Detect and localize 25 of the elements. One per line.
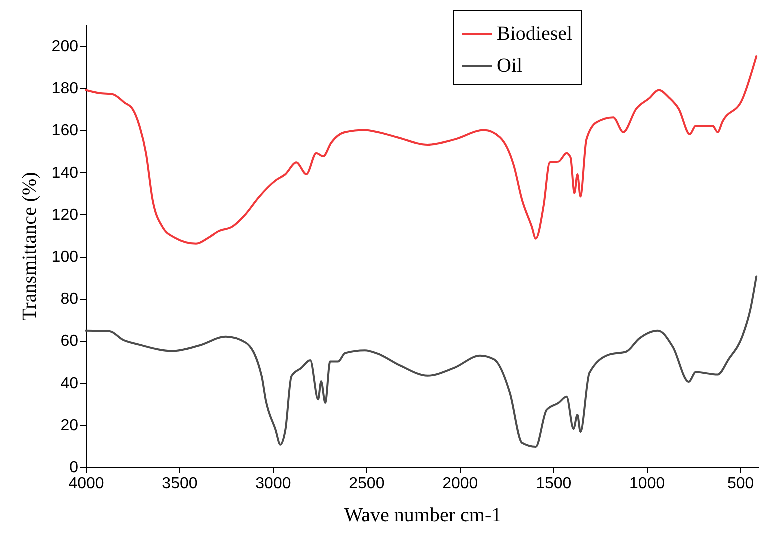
y-tick-label: 140 (52, 164, 79, 182)
x-tick-label: 4000 (68, 476, 104, 492)
y-axis-title: Transmittance (%) (18, 172, 41, 321)
y-tick-label: 200 (52, 38, 79, 56)
y-tick-label: 160 (52, 122, 79, 140)
y-tick-label: 20 (60, 417, 79, 434)
line-series (85, 276, 758, 448)
line-series (85, 56, 758, 245)
y-tick-label: 180 (52, 80, 79, 98)
y-tick-label: 60 (60, 333, 79, 350)
x-axis-title: Wave number cm-1 (344, 504, 502, 526)
y-tick-label: 120 (52, 206, 79, 224)
x-tick-label: 2000 (442, 476, 478, 492)
x-tick-label: 2500 (349, 476, 385, 492)
x-tick-label: 3500 (162, 476, 198, 492)
legend-label: Biodiesel (497, 23, 573, 45)
y-tick-label: 0 (70, 460, 79, 476)
y-tick-label: 40 (60, 375, 79, 392)
x-tick-label: 1500 (536, 476, 572, 492)
y-tick-label: 80 (60, 291, 79, 308)
x-tick-label: 500 (727, 476, 754, 492)
x-tick-label: 3000 (256, 476, 292, 492)
x-tick-label: 1000 (630, 476, 666, 492)
legend-label: Oil (497, 55, 523, 77)
y-tick-label: 100 (52, 249, 79, 266)
